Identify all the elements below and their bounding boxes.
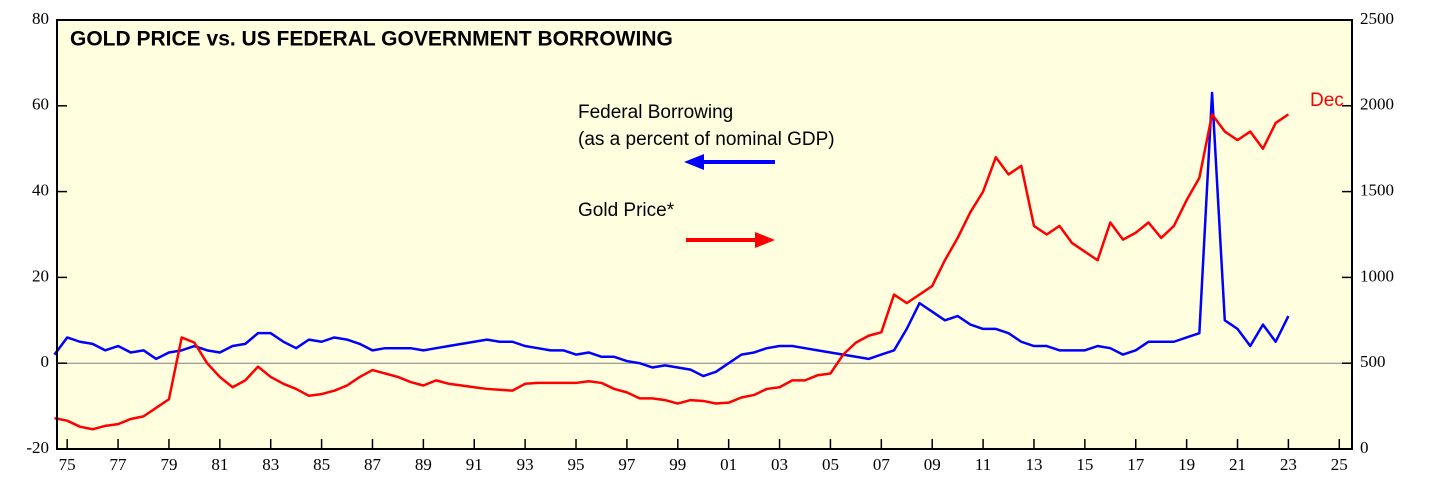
x-tick-label: 01 [720,455,737,474]
y-tick-label: 60 [32,95,49,114]
y2-tick-label: 2000 [1360,95,1394,114]
series-line [53,91,1290,378]
x-tick-label: 17 [1127,455,1145,474]
x-tick-label: 75 [59,455,76,474]
x-tick-label: 03 [771,455,788,474]
y2-tick-label: 0 [1360,438,1369,457]
x-tick-label: 91 [466,455,483,474]
x-tick-label: 81 [211,455,228,474]
x-tick-label: 83 [262,455,279,474]
x-tick-label: 99 [669,455,686,474]
annotation: (as a percent of nominal GDP) [578,129,835,150]
x-tick-label: 85 [313,455,330,474]
y-tick-label: 40 [32,181,49,200]
annotation: Dec [1310,90,1344,111]
x-tick-label: 79 [160,455,177,474]
x-tick-label: 13 [1025,455,1042,474]
chart-title: GOLD PRICE vs. US FEDERAL GOVERNMENT BOR… [70,28,673,51]
x-tick-label: 07 [873,455,891,474]
y-tick-label: 80 [32,9,49,28]
x-tick-label: 89 [415,455,432,474]
x-tick-label: 11 [975,455,991,474]
plot-frame [56,19,1353,450]
red-arrow [686,232,775,248]
x-tick-label: 09 [924,455,941,474]
x-tick-label: 21 [1229,455,1246,474]
blue-arrow [684,154,775,170]
y-tick-label: -20 [26,438,49,457]
y2-tick-label: 1000 [1360,266,1394,285]
y-tick-label: 20 [32,266,49,285]
x-tick-label: 87 [364,455,382,474]
series-line [54,113,1290,431]
x-tick-label: 93 [517,455,534,474]
annotation: Gold Price* [578,200,675,221]
x-tick-label: 77 [110,455,128,474]
y-tick-label: 0 [41,352,50,371]
x-tick-label: 23 [1280,455,1297,474]
y2-tick-label: 1500 [1360,181,1394,200]
y2-tick-label: 2500 [1360,9,1394,28]
x-tick-label: 15 [1076,455,1093,474]
x-tick-label: 25 [1331,455,1348,474]
x-tick-label: 95 [568,455,585,474]
x-tick-label: 97 [618,455,636,474]
y2-tick-label: 500 [1360,352,1386,371]
annotation: Federal Borrowing [578,102,733,123]
x-tick-label: 19 [1178,455,1195,474]
x-tick-label: 05 [822,455,839,474]
